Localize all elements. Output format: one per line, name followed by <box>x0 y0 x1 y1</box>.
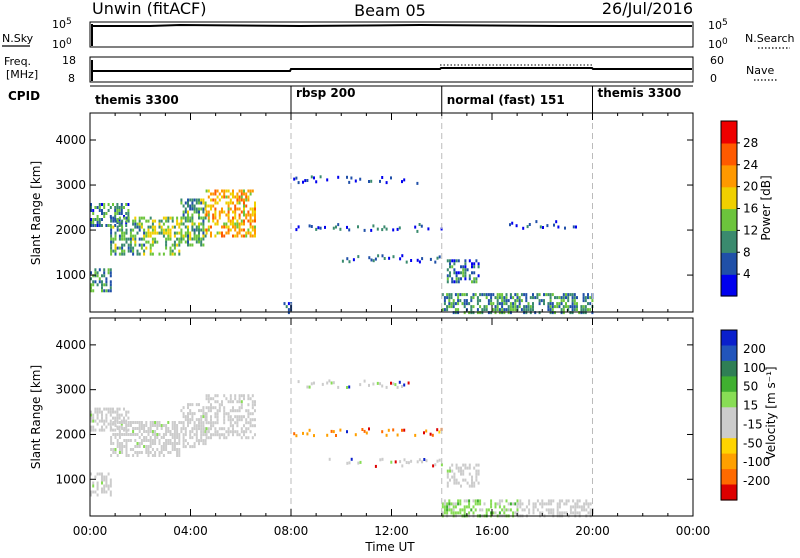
colorbar-tick-label: -15 <box>743 417 763 431</box>
colorbar-tick-label: 16 <box>743 202 758 216</box>
freq-label-line1: Freq. <box>4 55 31 68</box>
xtick-label: 12:00 <box>374 524 409 538</box>
xtick-label: 00:00 <box>676 524 711 538</box>
ytick-label: 3000 <box>55 383 86 397</box>
cpid-segment-themis-2: themis 3300 <box>598 86 682 100</box>
power-colorbar-label: Power [dB] <box>759 175 773 240</box>
velocity-colorbar-label: Velocity [m s⁻¹] <box>764 366 778 459</box>
velocity-panel: 1000 2000 3000 4000 Slant Range [km] <box>29 317 694 518</box>
velocity-colorbar: 200 100 50 15 -15 -50 -100 -200 Velocity [m s⁻¹… <box>720 329 778 501</box>
colorbar-tick-label: 50 <box>743 380 758 394</box>
ytick-label: 4000 <box>55 133 86 147</box>
ytick-label: 1000 <box>55 268 86 282</box>
freq-right-tick-bottom: 0 <box>710 72 717 85</box>
frequency-panel: Freq. [MHz] 18 8 60 0 Nave CPID <box>4 54 778 103</box>
noise-panel: N.Sky 105 100 105 100 N.Search <box>2 17 795 51</box>
ytick-label: 3000 <box>55 178 86 192</box>
colorbar-tick-label: 100 <box>743 361 766 375</box>
time-axis: 00:00 04:00 08:00 12:00 16:00 20:00 00:00 <box>73 524 711 538</box>
xtick-label: 04:00 <box>173 524 208 538</box>
xtick-label: 16:00 <box>475 524 510 538</box>
ytick-label: 4000 <box>55 338 86 352</box>
xtick-label: 20:00 <box>575 524 610 538</box>
colorbar-tick-label: 28 <box>743 136 758 150</box>
cpid-label: CPID <box>8 89 40 103</box>
xtick-label: 00:00 <box>73 524 108 538</box>
cpid-segment-rbsp: rbsp 200 <box>296 86 355 100</box>
cpid-strip: themis 3300 rbsp 200 normal (fast) 151 t… <box>90 85 693 113</box>
time-axis-label: Time UT <box>364 540 415 554</box>
ytick-label: 2000 <box>55 223 86 237</box>
freq-label-line2: [MHz] <box>6 68 38 81</box>
colorbar-tick-label: 20 <box>743 180 758 194</box>
ytick-label: 2000 <box>55 427 86 441</box>
noise-sky-label: N.Sky <box>2 32 34 45</box>
date-title: 26/Jul/2016 <box>602 0 693 18</box>
velocity-ylabel: Slant Range [km] <box>29 365 43 469</box>
cpid-segment-themis-1: themis 3300 <box>95 93 179 107</box>
colorbar-tick-label: 15 <box>743 399 758 413</box>
power-colorbar: 4 8 12 16 20 24 28 Power [dB] <box>720 120 773 297</box>
noise-right-tick-bottom: 100 <box>708 37 728 51</box>
colorbar-tick-label: -100 <box>743 455 770 469</box>
freq-left-tick-bottom: 8 <box>68 72 75 85</box>
noise-left-tick-bottom: 100 <box>52 37 72 51</box>
beam-title: Beam 05 <box>354 1 426 20</box>
colorbar-tick-label: -50 <box>743 436 763 450</box>
nave-label: Nave <box>746 64 774 77</box>
cpid-segment-normal: normal (fast) 151 <box>447 93 565 107</box>
noise-left-tick-top: 105 <box>52 17 72 31</box>
colorbar-tick-label: 200 <box>743 342 766 356</box>
colorbar-tick-label: 12 <box>743 223 758 237</box>
colorbar-tick-label: 24 <box>743 158 758 172</box>
freq-left-tick-top: 18 <box>62 54 76 67</box>
ytick-label: 1000 <box>55 472 86 486</box>
noise-right-tick-top: 105 <box>708 18 728 32</box>
colorbar-tick-label: 4 <box>743 267 751 281</box>
colorbar-tick-label: -200 <box>743 474 770 488</box>
noise-search-label: N.Search <box>745 32 795 45</box>
power-ylabel: Slant Range [km] <box>29 161 43 265</box>
freq-right-tick-top: 60 <box>710 54 724 67</box>
power-panel: 1000 2000 3000 4000 Slant Range [km] <box>29 112 694 315</box>
station-title: Unwin (fitACF) <box>92 0 206 18</box>
colorbar-tick-label: 8 <box>743 245 751 259</box>
xtick-label: 08:00 <box>274 524 309 538</box>
